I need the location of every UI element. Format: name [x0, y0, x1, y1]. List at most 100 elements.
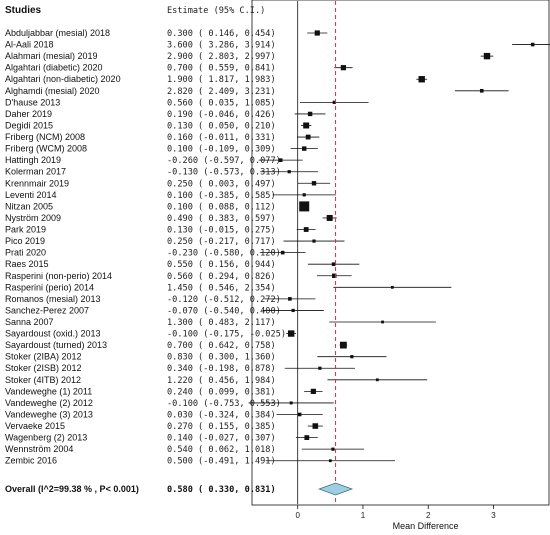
study-name: Rasperini (non-perio) 2014: [5, 271, 112, 281]
study-name: Zembic 2016: [5, 456, 57, 466]
study-name: Algahtari (non-diabetic) 2020: [5, 74, 121, 84]
study-name: Wagenberg (2) 2013: [5, 433, 87, 443]
study-name: Degidi 2015: [5, 120, 53, 130]
study-name: Sanchez-Perez 2007: [5, 305, 89, 315]
estimate-marker: [303, 122, 310, 129]
study-name: D'hause 2013: [5, 97, 60, 107]
study-name: Prati 2020: [5, 248, 46, 258]
study-row: Sanchez-Perez 2007 -0.070 (-0.540, 0.400): [5, 305, 324, 316]
estimate-marker: [303, 227, 309, 232]
estimate-marker: [350, 355, 354, 359]
estimate-marker: [291, 308, 295, 313]
estimate-marker: [310, 388, 316, 394]
study-estimate: -0.120 (-0.512, 0.272): [167, 295, 281, 305]
study-estimate: 3.600 ( 3.286, 3.914): [167, 41, 276, 51]
study-name: Algahtari (diabetic) 2020: [5, 63, 103, 73]
study-row: Vandeweghe (2) 2012 -0.100 (-0.753, 0.553…: [5, 398, 334, 409]
overall-diamond: [318, 482, 354, 496]
study-estimate: 0.100 ( 0.088, 0.112): [167, 202, 276, 212]
estimate-marker: [312, 239, 316, 243]
study-row: Park 2019 0.130 (-0.015, 0.275): [5, 225, 316, 236]
study-estimate: 0.550 ( 0.156, 0.944): [167, 260, 276, 270]
study-estimate: -0.100 (-0.753, 0.553): [167, 399, 281, 409]
estimate-marker: [305, 134, 311, 140]
estimate-column-header: Estimate (95% C.I.): [167, 6, 265, 16]
study-row: Rasperini (perio) 2014 1.450 ( 0.546, 2.…: [5, 282, 452, 293]
study-estimate: 1.450 ( 0.546, 2.354): [167, 283, 276, 293]
study-name: Wennström 2004: [5, 444, 73, 454]
study-row: Daher 2019 0.190 (-0.046, 0.426): [5, 109, 326, 120]
estimate-marker: [289, 401, 293, 405]
study-name: Friberg (NCM) 2008: [5, 132, 85, 142]
estimate-marker: [288, 297, 292, 301]
estimate-marker: [314, 30, 320, 36]
study-estimate: 0.830 ( 0.300, 1.360): [167, 353, 276, 363]
estimate-marker: [302, 193, 306, 197]
x-tick-label: 0: [295, 511, 300, 520]
study-estimate: 0.240 ( 0.099, 0.381): [167, 387, 276, 397]
estimate-marker: [326, 214, 333, 221]
estimate-marker: [479, 89, 484, 93]
estimate-marker: [328, 459, 332, 463]
study-estimate: 0.560 ( 0.035, 1.085): [167, 98, 276, 108]
study-estimate: -0.260 (-0.597, 0.077): [167, 156, 281, 166]
study-row: Vervaeke 2015 0.270 ( 0.155, 0.385): [5, 421, 323, 432]
study-row: Nyström 2009 0.490 ( 0.383, 0.597): [5, 213, 337, 224]
study-estimate: 1.300 ( 0.483, 2.117): [167, 318, 276, 328]
study-estimate: 0.250 ( 0.003, 0.497): [167, 179, 276, 189]
study-estimate: 2.900 ( 2.803, 2.997): [167, 52, 276, 62]
study-name: Raes 2015: [5, 259, 49, 269]
estimate-marker: [390, 285, 394, 289]
study-name: Al-Aali 2018: [5, 40, 54, 50]
study-row: Alahmari (mesial) 2019 2.900 ( 2.803, 2.…: [5, 51, 494, 62]
study-row: Friberg (WCM) 2008 0.100 (-0.109, 0.309): [5, 144, 318, 155]
estimate-marker: [280, 250, 285, 255]
study-row: Algahtari (non-diabetic) 2020 1.900 ( 1.…: [5, 74, 428, 85]
estimate-marker: [287, 330, 295, 337]
estimate-marker: [381, 320, 384, 324]
estimate-marker: [278, 158, 283, 162]
x-tick-label: 2: [426, 511, 431, 520]
study-name: Nyström 2009: [5, 213, 61, 223]
study-row: Zembic 2016 0.500 (-0.491, 1.491): [5, 456, 396, 467]
estimate-marker: [483, 52, 491, 60]
study-estimate: 0.300 ( 0.146, 0.454): [167, 29, 276, 39]
study-row: Sayardoust (oxid.) 2013 -0.100 (-0.175, -…: [5, 329, 297, 340]
study-row: Nitzan 2005 0.100 ( 0.088, 0.112): [5, 201, 310, 212]
study-row: Prati 2020 -0.230 (-0.580, 0.120): [5, 248, 306, 259]
overall-row: Overall (I^2=99.38 % , P< 0.001) 0.580 (…: [5, 482, 354, 496]
x-tick-label: 3: [491, 511, 496, 520]
study-estimate: 0.100 (-0.109, 0.309): [167, 145, 276, 155]
study-name: Alahmari (mesial) 2019: [5, 51, 98, 61]
estimate-marker: [287, 170, 291, 174]
plot-panel-frame: [251, 0, 550, 506]
study-row: Wagenberg (2) 2013 0.140 (-0.027, 0.307): [5, 433, 318, 444]
estimate-marker: [311, 181, 317, 186]
study-estimate: 0.270 ( 0.155, 0.385): [167, 422, 276, 432]
study-row: Rasperini (non-perio) 2014 0.560 ( 0.294…: [5, 271, 352, 282]
study-estimate: 0.030 (-0.324, 0.384): [167, 410, 276, 420]
study-name: Sayardoust (oxid.) 2013: [5, 329, 101, 339]
study-name: Leventi 2014: [5, 190, 57, 200]
study-estimate: 0.130 ( 0.050, 0.210): [167, 121, 276, 131]
study-name: Vervaeke 2015: [5, 421, 65, 431]
estimate-marker: [418, 76, 425, 83]
study-estimate: -0.100 (-0.175, -0.025): [167, 330, 286, 340]
estimate-marker: [302, 146, 307, 151]
study-name: Sanna 2007: [5, 317, 54, 327]
study-estimate: 0.130 (-0.015, 0.275): [167, 226, 276, 236]
study-row: Stoker (2IBA) 2012 0.830 ( 0.300, 1.360): [5, 352, 387, 363]
estimate-marker: [332, 100, 336, 104]
estimate-marker: [299, 201, 310, 212]
study-estimate: 0.160 (-0.011, 0.331): [167, 133, 276, 143]
x-axis-label: Mean Difference: [393, 521, 459, 531]
study-name: Rasperini (perio) 2014: [5, 282, 94, 292]
study-name: Vandeweghe (3) 2013: [5, 409, 93, 419]
study-estimate: 0.500 (-0.491, 1.491): [167, 457, 276, 467]
estimate-marker: [375, 378, 379, 382]
study-name: Hattingh 2019: [5, 155, 61, 165]
estimate-marker: [304, 435, 310, 440]
x-axis: 0 1 2 3 Mean Difference: [295, 505, 496, 531]
study-row: Leventi 2014 0.100 (-0.385, 0.585): [5, 190, 336, 201]
